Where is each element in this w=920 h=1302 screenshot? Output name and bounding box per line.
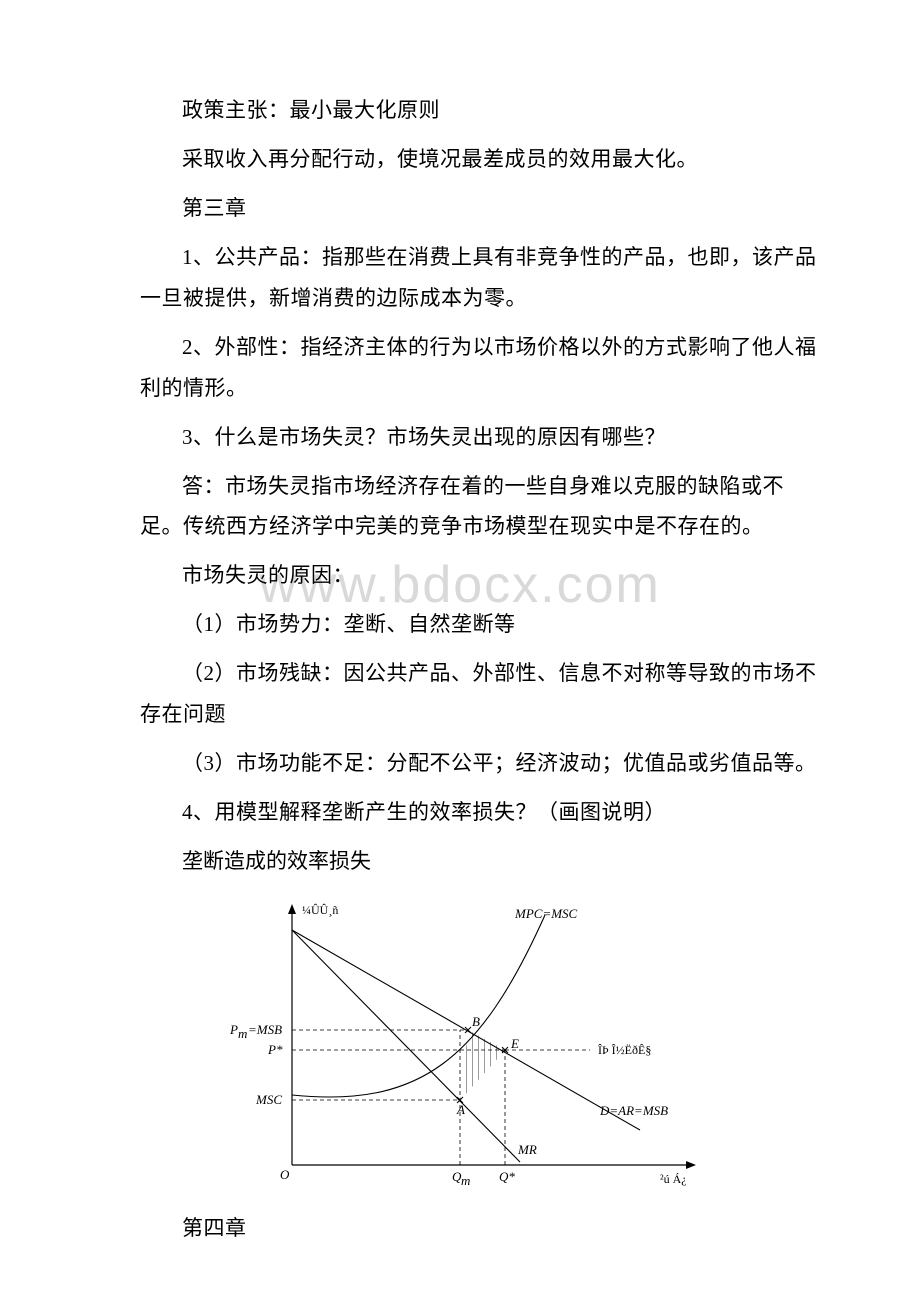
efficiency-loss-chart: ¼ÛÛ¸ñ²ú Á¿OMPC=MSCPm=MSBP*MSCQmQ*D=AR=MS… xyxy=(220,890,820,1200)
svg-text:²ú Á¿: ²ú Á¿ xyxy=(660,1172,687,1186)
chart-title: 垄断造成的效率损失 xyxy=(140,841,820,882)
paragraph: 3、什么是市场失灵？市场失灵出现的原因有哪些？ xyxy=(140,417,820,458)
svg-text:MR: MR xyxy=(517,1142,537,1157)
svg-text:P: P xyxy=(229,1022,238,1037)
paragraph: （2）市场残缺：因公共产品、外部性、信息不对称等导致的市场不存在问题 xyxy=(140,653,820,735)
svg-text:m: m xyxy=(461,1173,470,1188)
svg-text:E: E xyxy=(510,1036,519,1051)
paragraph: 1、公共产品：指那些在消费上具有非竞争性的产品，也即，该产品一旦被提供，新增消费… xyxy=(140,237,820,319)
document-content: 政策主张：最小最大化原则 采取收入再分配行动，使境况最差成员的效用最大化。 第三… xyxy=(140,90,820,1249)
svg-text:=MSB: =MSB xyxy=(248,1022,282,1037)
svg-text:A: A xyxy=(456,1102,465,1117)
paragraph: （3）市场功能不足：分配不公平；经济波动；优值品或劣值品等。 xyxy=(140,743,820,784)
svg-text:P*: P* xyxy=(267,1042,283,1057)
chart-svg: ¼ÛÛ¸ñ²ú Á¿OMPC=MSCPm=MSBP*MSCQmQ*D=AR=MS… xyxy=(220,890,720,1200)
paragraph: 答：市场失灵指市场经济存在着的一些自身难以克服的缺陷或不足。传统西方经济学中完美… xyxy=(140,466,820,548)
paragraph: 政策主张：最小最大化原则 xyxy=(140,90,820,131)
chapter-heading: 第四章 xyxy=(140,1208,820,1249)
paragraph: 4、用模型解释垄断产生的效率损失？（画图说明） xyxy=(140,792,820,833)
svg-text:B: B xyxy=(472,1014,480,1029)
svg-text:D=AR=MSB: D=AR=MSB xyxy=(599,1103,668,1118)
paragraph: 市场失灵的原因： xyxy=(140,555,820,596)
paragraph: 采取收入再分配行动，使境况最差成员的效用最大化。 xyxy=(140,139,820,180)
paragraph: 2、外部性：指经济主体的行为以市场价格以外的方式影响了他人福利的情形。 xyxy=(140,327,820,409)
svg-text:MPC=MSC: MPC=MSC xyxy=(514,906,578,921)
svg-text:ÎÞ Î½ËðÊ§: ÎÞ Î½ËðÊ§ xyxy=(598,1043,651,1057)
svg-text:¼ÛÛ¸ñ: ¼ÛÛ¸ñ xyxy=(302,903,338,917)
chapter-heading: 第三章 xyxy=(140,188,820,229)
svg-text:m: m xyxy=(238,1026,247,1041)
svg-text:O: O xyxy=(280,1167,290,1182)
paragraph: （1）市场势力：垄断、自然垄断等 xyxy=(140,604,820,645)
svg-text:Q*: Q* xyxy=(499,1169,515,1184)
svg-text:MSC: MSC xyxy=(255,1092,282,1107)
